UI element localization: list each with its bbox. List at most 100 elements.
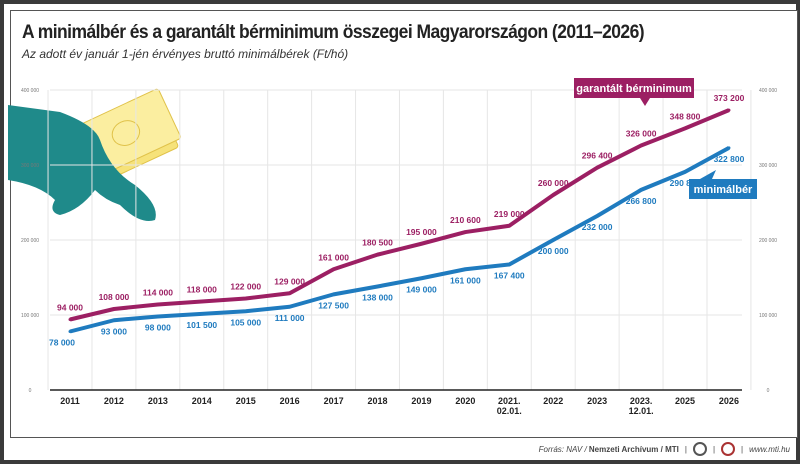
data-label: 93 000 [101,326,127,336]
data-label: 348 800 [670,111,701,121]
x-tick-line: 2020 [455,396,475,406]
data-point [639,144,643,147]
data-label: 260 000 [538,178,569,188]
y-tick-label-left: 200 000 [21,238,39,244]
data-point [112,318,116,322]
data-label: 98 000 [145,323,171,333]
data-label: 210 600 [450,215,481,225]
x-tick-label: 2018 [367,396,387,406]
data-point [376,285,380,288]
data-point [507,262,511,266]
data-label: 138 000 [362,293,393,303]
data-point [200,300,204,303]
x-tick-line: 2022 [543,396,563,406]
data-label: 219 000 [494,209,525,219]
data-label: 94 000 [57,303,83,313]
data-label: 122 000 [230,282,261,292]
data-point [156,303,160,306]
data-point [112,307,116,311]
data-label: 167 400 [494,270,525,280]
data-point [419,276,423,280]
x-tick-label: 2026 [719,396,739,406]
data-label: 373 200 [714,93,745,103]
nemzeti-archivum-logo [692,442,707,456]
data-point [68,318,72,321]
y-tick-label-right: 100 000 [759,313,777,319]
x-tick-line: 2015 [236,396,256,406]
chart-title: A minimálbér és a garantált bérminimum ö… [22,22,645,43]
data-point [463,230,467,234]
x-tick-label: 2012 [104,396,124,406]
x-tick-label: 2022 [543,396,563,406]
data-point [727,146,731,150]
data-point [244,309,248,313]
data-label: 111 000 [275,313,305,323]
legend-label: minimálbér [694,184,753,196]
data-label: 108 000 [99,292,130,302]
data-label: 180 500 [362,238,393,248]
y-tick-label-left: 100 000 [21,313,39,319]
x-tick-line: 2017 [324,396,344,406]
data-point [332,267,336,271]
x-tick-line: 2021. [498,396,521,406]
data-label: 161 000 [318,252,349,262]
data-label: 127 500 [318,300,349,310]
data-label: 149 000 [406,284,437,294]
data-point [376,253,380,257]
x-tick-label: 2013 [148,396,168,406]
data-point [332,292,336,296]
x-tick-line: 2018 [367,396,387,406]
data-point [288,291,292,295]
y-tick-label-right: 0 [767,388,770,394]
x-tick-line: 12.01. [629,406,654,416]
x-tick-line: 2016 [280,396,300,406]
y-tick-label-right: 400 000 [759,88,777,94]
data-label: 101 500 [186,320,217,330]
x-tick-line: 2011 [60,396,80,406]
x-tick-label: 2016 [280,396,300,406]
data-point [639,188,643,192]
website-link[interactable]: www.mti.hu [749,444,790,454]
x-tick-label: 2017 [324,396,344,406]
data-label: 232 000 [582,222,613,232]
x-tick-line: 2013 [148,396,168,406]
x-tick-label: 2025 [675,396,695,406]
data-point [463,267,467,271]
mti-logo [721,442,736,456]
y-tick-label-left: 400 000 [21,88,39,94]
legend-garantalt: garantált bérminimum [574,78,694,106]
data-label: 200 000 [538,246,569,256]
data-point [68,330,72,333]
data-point [156,315,160,318]
x-tick-label: 2023. 12.01. [629,396,654,416]
y-tick-label-left: 0 [29,388,32,394]
data-point [727,108,731,112]
x-tick-line: 02.01. [497,406,522,416]
data-label: 290 800 [670,178,701,188]
data-point [595,166,599,170]
x-tick-line: 2023. [630,396,653,406]
x-tick-label: 2019 [411,396,431,406]
x-tick-line: 2014 [192,396,212,406]
series-line-garantalt [69,108,730,322]
data-point [595,214,599,218]
data-label: 118 000 [187,285,218,295]
x-tick-line: 2023 [587,396,607,406]
data-point [288,305,292,309]
data-point [200,312,204,316]
y-tick-label-left: 300 000 [21,163,39,169]
data-label: 105 000 [230,317,261,327]
data-point [551,238,555,242]
chart-subtitle: Az adott év január 1-jén érvényes bruttó… [22,47,349,61]
x-tick-line: 2019 [411,396,431,406]
legend-minimalber: minimálbér [689,170,757,199]
data-point [683,170,687,174]
data-label: 78 000 [49,338,75,348]
data-point [551,193,555,197]
data-label: 195 000 [406,227,437,237]
data-label: 266 800 [626,196,657,206]
series-line-minimalber [69,146,730,334]
legend-label: garantált bérminimum [576,83,692,95]
data-label: 114 000 [143,288,174,298]
